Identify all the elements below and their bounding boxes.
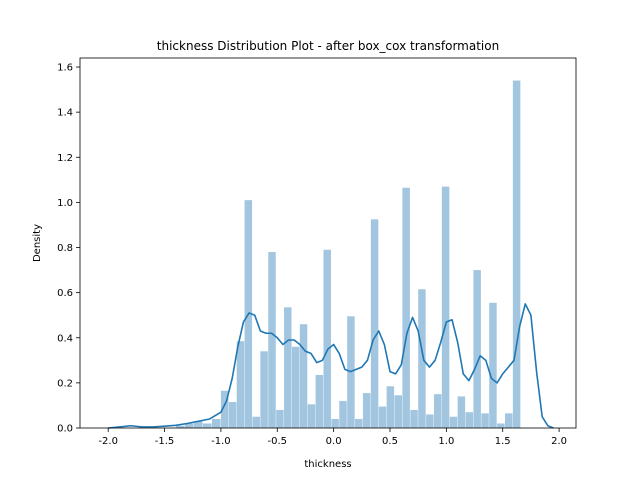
x-tick-label-0: -2.0 bbox=[98, 436, 118, 447]
x-tick-label-7: 1.5 bbox=[495, 436, 511, 447]
histogram-bar-42 bbox=[512, 80, 521, 428]
histogram-bar-3 bbox=[202, 423, 212, 428]
y-axis-ticks: 0.0 0.2 0.4 0.6 0.8 1.0 1.2 1.4 1.6 bbox=[57, 63, 80, 435]
histogram-bar-29 bbox=[410, 409, 418, 428]
x-tick-label-2: -1.0 bbox=[211, 436, 231, 447]
histogram-bar-28 bbox=[402, 187, 410, 428]
histogram-bar-13 bbox=[284, 307, 292, 428]
histogram-bar-17 bbox=[315, 374, 324, 428]
y-tick-label-6: 1.2 bbox=[57, 153, 73, 164]
plot-frame bbox=[79, 57, 577, 429]
histogram-bar-0 bbox=[175, 425, 185, 428]
y-tick-label-5: 1.0 bbox=[57, 198, 73, 209]
histogram-bar-11 bbox=[268, 252, 276, 428]
histogram-bar-1 bbox=[184, 423, 194, 428]
histogram-bar-16 bbox=[307, 404, 316, 428]
histogram-bar-9 bbox=[252, 416, 260, 428]
x-tick-label-5: 0.5 bbox=[382, 436, 398, 447]
histogram-bar-19 bbox=[331, 418, 339, 428]
y-tick-label-8: 1.6 bbox=[57, 63, 73, 74]
chart-title: thickness Distribution Plot - after box_… bbox=[157, 39, 499, 53]
histogram-bar-33 bbox=[441, 186, 450, 428]
histogram-bar-15 bbox=[299, 324, 308, 428]
y-tick-label-4: 0.8 bbox=[57, 243, 73, 254]
histogram-bar-34 bbox=[449, 416, 458, 428]
kde-curve-group bbox=[108, 303, 554, 429]
histogram-bar-14 bbox=[291, 346, 300, 428]
histogram-bar-5 bbox=[220, 390, 229, 428]
histogram-bar-37 bbox=[473, 270, 481, 428]
histogram-bar-6 bbox=[228, 402, 237, 428]
histogram-bar-10 bbox=[260, 351, 268, 428]
y-tick-label-1: 0.2 bbox=[57, 378, 73, 389]
histogram-bar-30 bbox=[418, 289, 426, 428]
histogram-bar-22 bbox=[355, 418, 363, 428]
x-axis-label: thickness bbox=[304, 459, 351, 470]
x-tick-label-8: 2.0 bbox=[551, 436, 567, 447]
histogram-bar-41 bbox=[504, 413, 513, 428]
y-tick-label-7: 1.4 bbox=[57, 108, 73, 119]
histogram-bar-2 bbox=[193, 421, 203, 428]
histogram-bar-26 bbox=[386, 386, 395, 428]
histogram-bar-31 bbox=[426, 414, 434, 428]
x-tick-label-1: -1.5 bbox=[155, 436, 175, 447]
y-tick-label-2: 0.4 bbox=[57, 333, 73, 344]
x-tick-label-3: -0.5 bbox=[268, 436, 288, 447]
histogram-bar-7 bbox=[236, 341, 245, 428]
histogram-bar-20 bbox=[339, 400, 347, 428]
histogram-bar-40 bbox=[497, 423, 505, 428]
y-axis-label: Density bbox=[32, 224, 43, 262]
x-tick-label-6: 1.0 bbox=[438, 436, 454, 447]
histogram-bar-23 bbox=[362, 393, 371, 428]
x-axis-ticks: -2.0 -1.5 -1.0 -0.5 0.0 0.5 1.0 1.5 2.0 bbox=[98, 428, 567, 447]
histogram-bar-27 bbox=[394, 395, 402, 428]
histogram-bar-4 bbox=[211, 418, 221, 428]
x-tick-label-4: 0.0 bbox=[326, 436, 342, 447]
histogram-bar-18 bbox=[323, 249, 331, 428]
histogram-bar-35 bbox=[457, 396, 466, 428]
histogram-bar-39 bbox=[489, 302, 497, 428]
histogram-bar-12 bbox=[276, 409, 284, 428]
histogram-bar-32 bbox=[433, 394, 442, 428]
histogram-bar-38 bbox=[481, 413, 489, 428]
histogram-bar-25 bbox=[378, 406, 387, 428]
y-tick-label-3: 0.6 bbox=[57, 288, 73, 299]
histogram-bar-24 bbox=[370, 219, 379, 428]
histogram-bar-36 bbox=[465, 412, 474, 428]
y-tick-label-0: 0.0 bbox=[57, 424, 73, 435]
kde-line bbox=[108, 303, 554, 429]
